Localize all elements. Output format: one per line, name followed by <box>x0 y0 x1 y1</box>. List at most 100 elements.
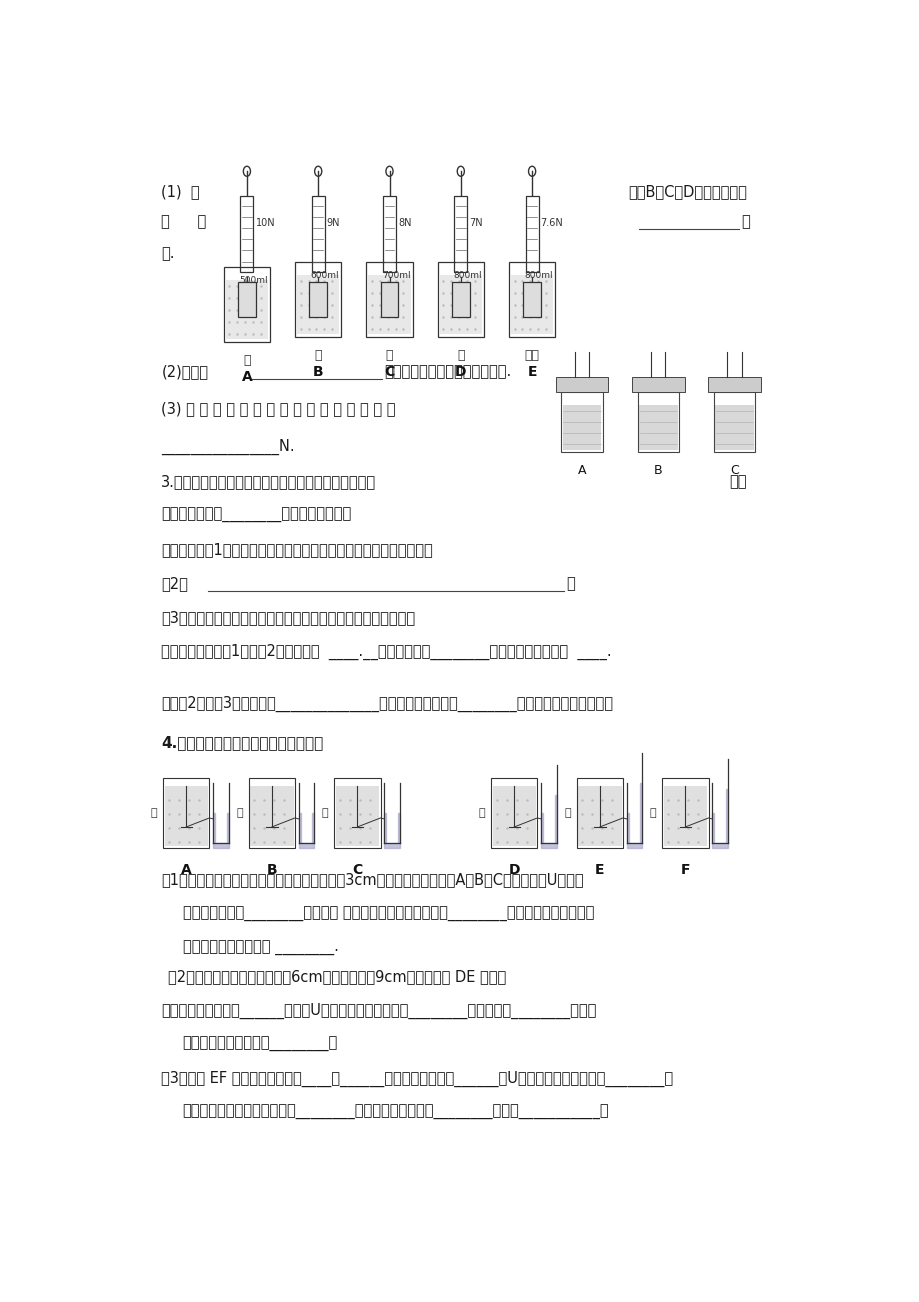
Bar <box>523 281 540 316</box>
Text: 4.探究液体内部压强与哪些因素有关？: 4.探究液体内部压强与哪些因素有关？ <box>161 736 323 750</box>
Bar <box>309 281 327 316</box>
Polygon shape <box>384 842 400 848</box>
Bar <box>335 786 379 846</box>
Bar <box>297 275 339 333</box>
Bar <box>248 777 295 848</box>
Bar <box>165 786 208 846</box>
Polygon shape <box>540 842 556 848</box>
Text: 7N: 7N <box>469 217 482 228</box>
Text: 水: 水 <box>151 809 157 818</box>
Polygon shape <box>299 842 314 848</box>
Text: 。: 。 <box>566 575 574 591</box>
Text: E: E <box>527 365 537 379</box>
Polygon shape <box>725 789 727 842</box>
Text: F: F <box>680 863 689 878</box>
Bar <box>334 777 380 848</box>
Text: (3) 物 体 完 全 浸 没 在 煤 油 中 所 受 的 浮 力 是: (3) 物 体 完 全 浸 没 在 煤 油 中 所 受 的 浮 力 是 <box>161 401 395 417</box>
Bar <box>250 786 293 846</box>
Text: 水: 水 <box>385 349 392 362</box>
Text: 800ml: 800ml <box>453 271 482 280</box>
Text: 用钉: 用钉 <box>729 474 746 490</box>
Text: 8N: 8N <box>398 217 411 228</box>
Bar <box>663 786 707 846</box>
Text: (2)分析图: (2)分析图 <box>161 365 208 379</box>
Text: 盐: 盐 <box>649 809 656 818</box>
Bar <box>240 197 253 272</box>
Bar <box>508 262 555 337</box>
Polygon shape <box>397 812 400 842</box>
Polygon shape <box>384 812 386 842</box>
Text: (1)  分: (1) 分 <box>161 184 199 199</box>
Bar <box>366 262 413 337</box>
Text: 实验步骤：（1）将压强小桌的四条腿放在沙面上，观察下陷的深度。: 实验步骤：（1）将压强小桌的四条腿放在沙面上，观察下陷的深度。 <box>161 542 433 557</box>
Polygon shape <box>640 783 641 842</box>
Polygon shape <box>626 842 641 848</box>
Bar <box>662 777 708 848</box>
Bar <box>576 777 622 848</box>
Bar <box>492 786 536 846</box>
Bar <box>163 777 210 848</box>
Bar <box>631 376 684 392</box>
Bar <box>382 197 395 272</box>
Text: 实验结论：比较（1）、（2）、可知：  ____.__一定时，压力________，压力作用的效果越  ____.: 实验结论：比较（1）、（2）、可知： ____.__一定时，压力________… <box>161 643 611 660</box>
Text: B: B <box>653 464 662 477</box>
Text: D: D <box>455 365 466 379</box>
Bar <box>369 275 410 333</box>
Text: 水: 水 <box>563 809 571 818</box>
Text: 10N: 10N <box>255 217 275 228</box>
Text: A: A <box>577 464 585 477</box>
Text: C: C <box>730 464 738 477</box>
Polygon shape <box>226 812 229 842</box>
Bar <box>577 786 621 846</box>
Bar <box>380 281 398 316</box>
Polygon shape <box>213 842 229 848</box>
Text: 水: 水 <box>236 809 243 818</box>
Bar <box>439 275 482 333</box>
Bar <box>511 275 552 333</box>
Text: 水: 水 <box>314 349 322 362</box>
Text: B: B <box>267 863 277 878</box>
Bar <box>708 376 760 392</box>
Bar <box>555 376 607 392</box>
Text: 结论不同液体的压强还与它的________有关，液体的密度越________，压强___________。: 结论不同液体的压强还与它的________有关，液体的密度越________，压… <box>183 1105 608 1120</box>
Text: 營油: 營油 <box>524 349 539 362</box>
Bar <box>454 197 467 272</box>
Text: B: B <box>312 365 323 379</box>
Text: 控制液体密度和探头______相同，U形管两边液面的高度差________。结论是：________，液体: 控制液体密度和探头______相同，U形管两边液面的高度差________。结论… <box>161 1003 596 1018</box>
Text: 边液面的高度差________。结论是 ：液体内部向各个方向都有________，同种液体在同一深度: 边液面的高度差________。结论是 ：液体内部向各个方向都有________… <box>183 906 594 922</box>
Bar <box>637 392 678 452</box>
Text: （2）改变探头的深度，先移至6cm深处，再移至9cm深处，完成 DE 两图，: （2）改变探头的深度，先移至6cm深处，再移至9cm深处，完成 DE 两图， <box>168 969 506 984</box>
Text: 子做腿的小桌、________、装有沙的容器等: 子做腿的小桌、________、装有沙的容器等 <box>161 508 351 522</box>
Text: （1）将水倒入烧杯，将压强计的探头放入水中3cm处，完成图中代号为A、B、C的三个图，U形管两: （1）将水倒入烧杯，将压强计的探头放入水中3cm处，完成图中代号为A、B、C的三… <box>161 872 584 888</box>
Polygon shape <box>312 812 314 842</box>
Bar <box>715 405 753 450</box>
Text: 600ml: 600ml <box>311 271 339 280</box>
Text: 有: 有 <box>740 215 749 229</box>
Text: 析图B、C、D，说明浮力大: 析图B、C、D，说明浮力大 <box>628 184 746 199</box>
Polygon shape <box>299 812 301 842</box>
Polygon shape <box>711 842 727 848</box>
Bar <box>561 392 602 452</box>
Text: 小      跟: 小 跟 <box>161 214 207 229</box>
Text: E: E <box>595 863 604 878</box>
Polygon shape <box>554 794 556 842</box>
Text: 9N: 9N <box>326 217 340 228</box>
Text: 内部压强随深度增加而________。: 内部压强随深度增加而________。 <box>183 1036 337 1052</box>
Text: 比较（2）、（3）、可知：______________一定时，受力面积越________，压力作用的效果越小。: 比较（2）、（3）、可知：______________一定时，受力面积越____… <box>161 695 613 712</box>
Text: D: D <box>508 863 519 878</box>
Bar <box>312 197 324 272</box>
Text: 向各个方向的压强大小 ________.: 向各个方向的压强大小 ________. <box>183 941 338 956</box>
Bar <box>639 405 676 450</box>
Polygon shape <box>213 812 215 842</box>
Text: 7.6N: 7.6N <box>540 217 562 228</box>
Text: C: C <box>384 365 394 379</box>
Text: C: C <box>352 863 362 878</box>
Text: 水: 水 <box>243 354 250 367</box>
Polygon shape <box>540 812 542 842</box>
Text: A: A <box>242 370 252 384</box>
Bar <box>491 777 537 848</box>
Text: （3）将压强小桌的桌面放在沙面上加上砝码，观察下陷的深度。: （3）将压强小桌的桌面放在沙面上加上砝码，观察下陷的深度。 <box>161 609 415 625</box>
Bar <box>223 267 270 341</box>
Text: A: A <box>181 863 191 878</box>
Bar <box>713 392 754 452</box>
